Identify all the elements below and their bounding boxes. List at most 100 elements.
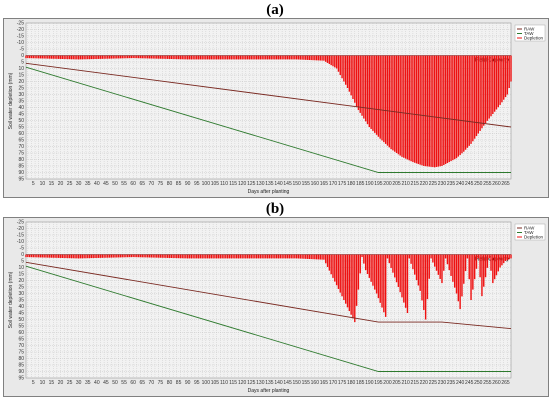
chart-b-ytick-label: -15 — [17, 233, 24, 239]
chart-b-depletion-bar — [76, 254, 78, 259]
chart-a-depletion-bar — [217, 55, 220, 60]
chart-a-xtick-label: 105 — [211, 181, 220, 187]
chart-b-depletion-bar — [246, 254, 249, 259]
chart-b-depletion-bar — [317, 254, 320, 260]
chart-a-depletion-bar — [210, 55, 212, 60]
chart-a-xtick-label: 135 — [265, 181, 274, 187]
chart-b-depletion-bar — [105, 254, 107, 258]
chart-b-depletion-bar — [232, 254, 234, 259]
chart-a-depletion-bar — [397, 55, 400, 155]
chart-b-xtick-label: 15 — [49, 380, 55, 386]
chart-a-depletion-bar — [384, 55, 387, 144]
chart-a-depletion-bar — [161, 55, 163, 59]
chart-b-depletion-bar — [419, 254, 421, 291]
chart-b-xtick-label: 225 — [429, 380, 438, 386]
chart-b-depletion-bar — [314, 254, 316, 260]
chart-b-ytick-label: 55 — [18, 324, 24, 330]
chart-a-depletion-bar — [459, 55, 461, 155]
chart-a-depletion-bar — [315, 55, 318, 61]
chart-b-depletion-bar — [128, 254, 131, 258]
chart-a-depletion-bar — [355, 55, 358, 107]
chart-a-depletion-bar — [328, 55, 331, 65]
chart-a-xtick-label: 100 — [202, 181, 211, 187]
chart-b-depletion-bar — [448, 254, 450, 271]
chart-b-depletion-bar — [372, 254, 374, 286]
chart-b-depletion-bar — [27, 254, 29, 258]
chart-b-depletion-bar — [286, 254, 289, 259]
chart-a-ytick-label: 90 — [18, 170, 24, 176]
chart-b-depletion-bar — [477, 254, 480, 259]
chart-a-depletion-bar — [123, 55, 125, 59]
chart-b-depletion-bar — [136, 254, 138, 258]
chart-b-xtick-label: 180 — [347, 380, 356, 386]
chart-b-ytick-label: 65 — [18, 337, 24, 343]
chart-a-depletion-bar — [274, 55, 276, 60]
chart-b-xtick-label: 20 — [58, 380, 64, 386]
chart-b-depletion-bar — [67, 254, 69, 259]
chart-b-depletion-bar — [54, 254, 56, 258]
chart-b-depletion-bar — [332, 254, 334, 278]
chart-b-depletion-bar — [172, 254, 174, 259]
chart-b-depletion-bar — [292, 254, 294, 259]
chart-b-xtick-label: 265 — [501, 380, 510, 386]
chart-a-depletion-bar — [134, 55, 136, 59]
chart-b-xtick-label: 75 — [158, 380, 164, 386]
chart-b-depletion-bar — [145, 254, 147, 258]
chart-a-depletion-bar — [192, 55, 194, 60]
chart-b-depletion-bar — [165, 254, 167, 258]
chart-b-xtick-label: 85 — [176, 380, 182, 386]
chart-a-depletion-bar — [414, 55, 416, 163]
chart-b-depletion-bar — [475, 254, 478, 269]
chart-a-depletion-bar — [497, 55, 499, 108]
chart-a-depletion-bar — [466, 55, 469, 148]
chart-b-depletion-bar — [384, 254, 387, 317]
chart-a-depletion-bar — [453, 55, 456, 160]
chart-a-depletion-bar — [239, 55, 242, 60]
chart-b-depletion-bar — [228, 254, 231, 259]
chart-b-depletion-bar — [216, 254, 218, 259]
chart-b-depletion-bar — [30, 254, 33, 258]
chart-a-xtick-label: 205 — [392, 181, 401, 187]
chart-b-xtick-label: 145 — [283, 380, 292, 386]
chart-a-depletion-bar — [199, 55, 202, 60]
chart-a-depletion-bar — [337, 55, 340, 72]
chart-a-depletion-bar — [70, 55, 73, 60]
chart-a-depletion-bar — [243, 55, 245, 60]
chart-a-depletion-bar — [76, 55, 78, 60]
chart-a-ytick-label: 50 — [18, 118, 24, 124]
chart-b-depletion-bar — [379, 254, 381, 303]
chart-b-depletion-bar — [261, 254, 263, 259]
chart-a-depletion-bar — [85, 55, 87, 60]
chart-b-depletion-bar — [439, 254, 441, 279]
chart-a-depletion-bar — [219, 55, 222, 60]
chart-b-depletion-bar — [270, 254, 272, 259]
chart-b-depletion-bar — [259, 254, 262, 259]
chart-a-depletion-bar — [404, 55, 407, 159]
chart-b-depletion-bar — [392, 254, 394, 273]
chart-b-xtick-label: 230 — [438, 380, 447, 386]
chart-b-depletion-bar — [70, 254, 73, 259]
chart-b-depletion-bar — [426, 254, 429, 300]
chart-b-depletion-bar — [41, 254, 44, 258]
chart-b-ytick-label: 20 — [18, 278, 24, 284]
chart-b-xtick-label: 155 — [302, 380, 311, 386]
chart-a-depletion-bar — [67, 55, 69, 60]
chart-a-xtick-label: 50 — [112, 181, 118, 187]
chart-b-depletion-bar — [96, 254, 98, 258]
chart-b-ytick-label: 95 — [18, 376, 24, 382]
chart-a-depletion-bar — [128, 55, 131, 59]
chart-b-xtick-label: 45 — [103, 380, 109, 386]
chart-a-xtick-label: 95 — [194, 181, 200, 187]
chart-b-depletion-bar — [241, 254, 243, 259]
chart-b-depletion-bar — [179, 254, 182, 259]
panel-a-title: (a) — [266, 2, 284, 18]
chart-b-depletion-bar — [417, 254, 420, 286]
chart-b-depletion-bar — [404, 254, 407, 308]
chart-b-xtick-label: 10 — [40, 380, 46, 386]
chart-a-depletion-bar — [394, 55, 396, 152]
chart-a-depletion-bar — [388, 55, 391, 148]
chart-a-depletion-bar — [74, 55, 76, 60]
chart-a-depletion-bar — [361, 55, 363, 116]
chart-a-depletion-bar — [34, 55, 36, 59]
chart-a-xtick-label: 230 — [438, 181, 447, 187]
